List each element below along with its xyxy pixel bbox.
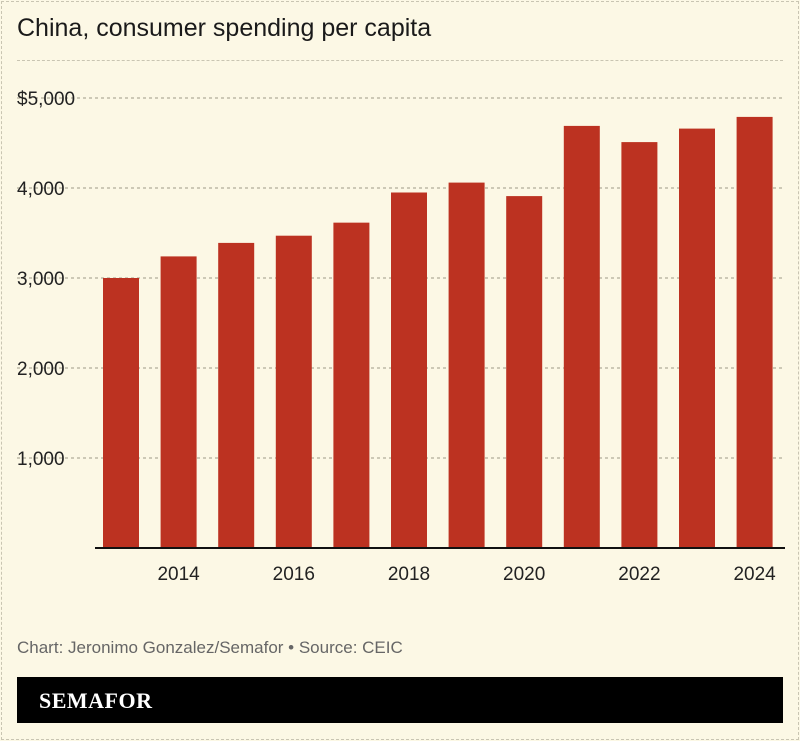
bar-2016 — [275, 235, 312, 548]
y-tick-label: $5,000 — [17, 89, 75, 110]
bar-2021 — [563, 125, 600, 549]
bar-2014 — [160, 256, 197, 548]
y-tick-label: 4,000 — [17, 179, 65, 200]
bar-2022 — [621, 142, 658, 548]
chart-credit: Chart: Jeronimo Gonzalez/Semafor • Sourc… — [17, 638, 403, 657]
bar-2013 — [103, 278, 139, 548]
x-tick-label: 2018 — [388, 564, 430, 585]
bar-2015 — [218, 242, 255, 548]
x-tick-label: 2020 — [503, 564, 545, 585]
bar-2017 — [333, 222, 370, 548]
title-divider — [17, 60, 783, 61]
y-tick-label: 2,000 — [17, 359, 65, 380]
y-tick-label: 1,000 — [17, 449, 65, 470]
semafor-logo: SEMAFOR — [39, 688, 153, 713]
chart-title: China, consumer spending per capita — [17, 14, 432, 42]
x-tick-label: 2022 — [618, 564, 660, 585]
y-tick-label: 3,000 — [17, 269, 65, 290]
x-tick-label: 2024 — [733, 564, 776, 585]
bar-chart: $5,000 4,000 3,000 2,000 1,000 2014 2016 2018 20… — [17, 89, 785, 585]
bar-2019 — [448, 182, 485, 548]
bar-2024 — [736, 116, 773, 549]
bar-2020 — [506, 196, 543, 548]
x-tick-label: 2014 — [157, 564, 200, 585]
brand-footer: SEMAFOR — [17, 677, 783, 723]
bar-2018 — [391, 192, 427, 548]
x-tick-label: 2016 — [273, 564, 315, 585]
bar-2023 — [679, 128, 715, 548]
